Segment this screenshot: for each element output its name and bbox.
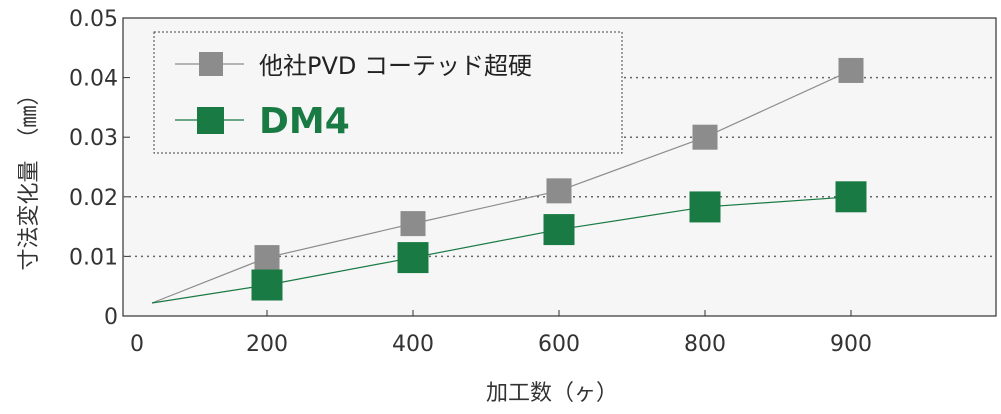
gridlines (123, 76, 996, 258)
data-point-marker (838, 57, 864, 83)
x-tick-label: 900 (830, 332, 872, 357)
x-tick-label: 600 (538, 332, 580, 357)
y-tick-label: 0.05 (69, 7, 118, 32)
series-layer (151, 57, 867, 304)
series-line-1 (151, 196, 852, 304)
legend-marker-pvd (199, 52, 223, 76)
x-tick-label: 200 (246, 332, 288, 357)
data-point-marker (546, 178, 572, 204)
data-point-marker (543, 214, 575, 246)
legend-label-dm4: DM4 (259, 101, 350, 142)
y-axis-title: 寸法変化量 （㎜） (17, 83, 42, 270)
y-tick-label: 0 (104, 305, 118, 330)
legend-box (153, 31, 623, 154)
y-tick-label: 0.02 (69, 186, 118, 211)
x-tick-label: 0 (130, 332, 144, 357)
x-tick-label: 400 (392, 332, 434, 357)
data-point-marker (254, 245, 280, 271)
data-point-marker (251, 269, 283, 301)
legend-label-pvd: 他社PVD コーテッド超硬 (259, 52, 532, 80)
data-point-marker (692, 124, 718, 150)
legend-marker-dm4 (197, 107, 224, 134)
y-tick-label: 0.04 (69, 67, 118, 92)
data-point-marker (400, 211, 426, 237)
data-point-marker (835, 181, 867, 213)
x-tick-labels: 0 200 400 600 800 900 (130, 310, 872, 357)
series-line-0 (151, 69, 852, 304)
data-point-marker (689, 191, 721, 223)
y-tick-labels: 0 0.01 0.02 0.03 0.04 0.05 (69, 7, 118, 330)
y-tick-label: 0.03 (69, 126, 118, 151)
data-point-marker (397, 242, 429, 274)
x-tick-label: 800 (684, 332, 726, 357)
legend: 他社PVD コーテッド超硬 DM4 (153, 31, 623, 154)
y-tick-label: 0.01 (69, 245, 118, 270)
x-axis-title: 加工数（ヶ） (486, 381, 618, 406)
